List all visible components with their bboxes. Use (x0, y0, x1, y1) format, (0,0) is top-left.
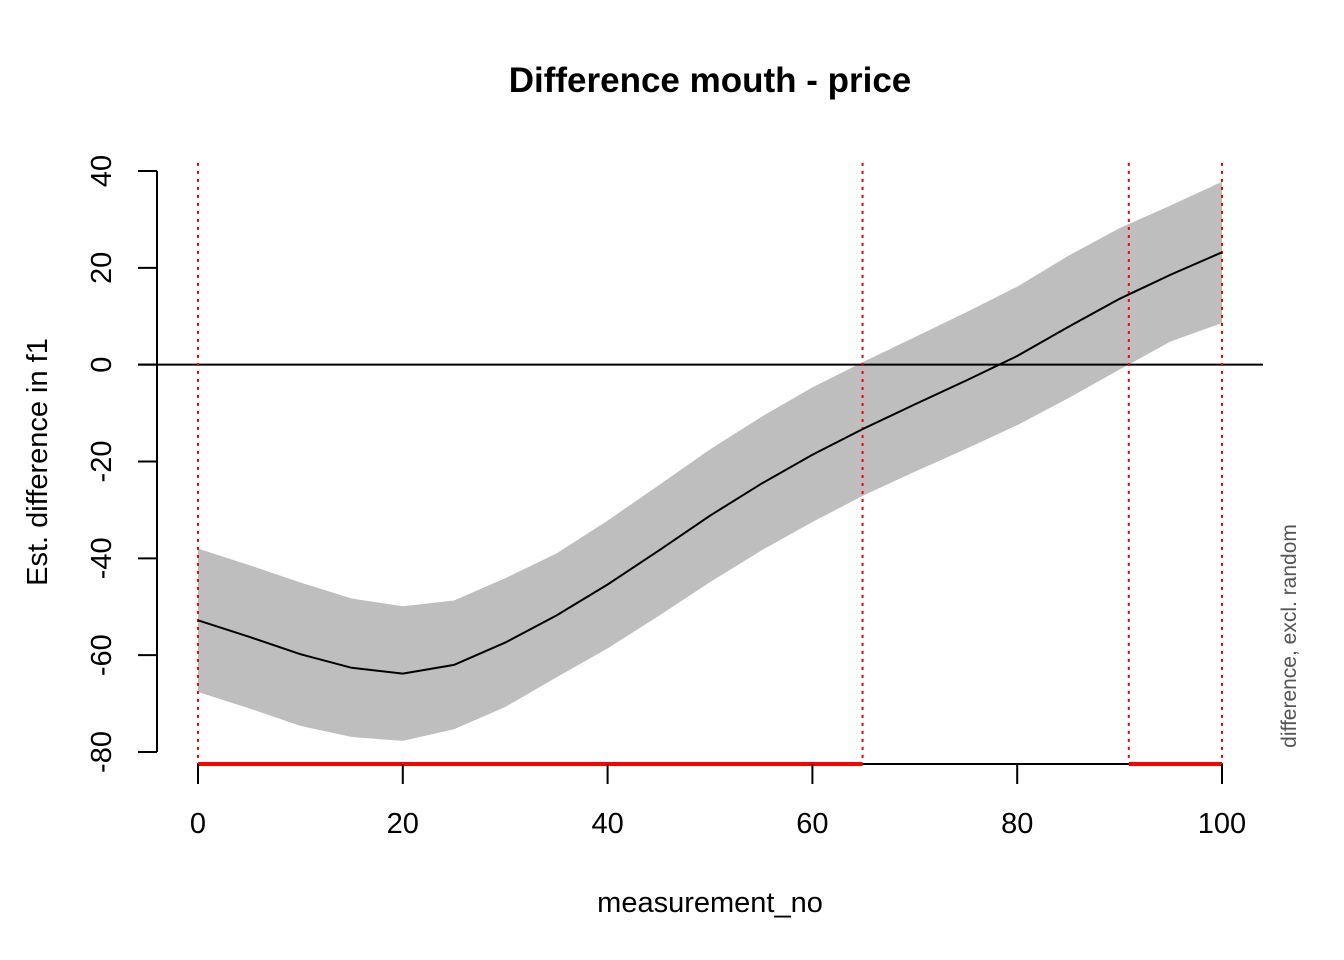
x-tick-label: 40 (591, 808, 623, 840)
y-tick-label: -40 (86, 537, 118, 579)
confidence-band (198, 181, 1222, 741)
x-tick-label: 20 (387, 808, 419, 840)
y-tick-label: 20 (86, 252, 118, 284)
plot-area: 0 20 40 60 80 100 -80 -60 -40 -20 0 20 40 (86, 155, 1263, 840)
y-tick-label: 0 (86, 357, 118, 373)
x-axis-title: measurement_no (597, 887, 823, 919)
y-tick-label: 40 (86, 155, 118, 187)
chart-title: Difference mouth - price (509, 61, 912, 100)
y-tick-label: -80 (86, 731, 118, 773)
x-tick-label: 0 (190, 808, 206, 840)
x-tick-label: 80 (1001, 808, 1033, 840)
x-tick-label: 100 (1198, 808, 1246, 840)
estimate-line (197, 251, 1223, 675)
y-axis-title: Est. difference in f1 (22, 338, 54, 586)
x-tick-label: 60 (796, 808, 828, 840)
y-tick-label: -60 (86, 634, 118, 676)
y-tick-label: -20 (86, 441, 118, 483)
side-note: difference, excl. random (1278, 524, 1301, 748)
